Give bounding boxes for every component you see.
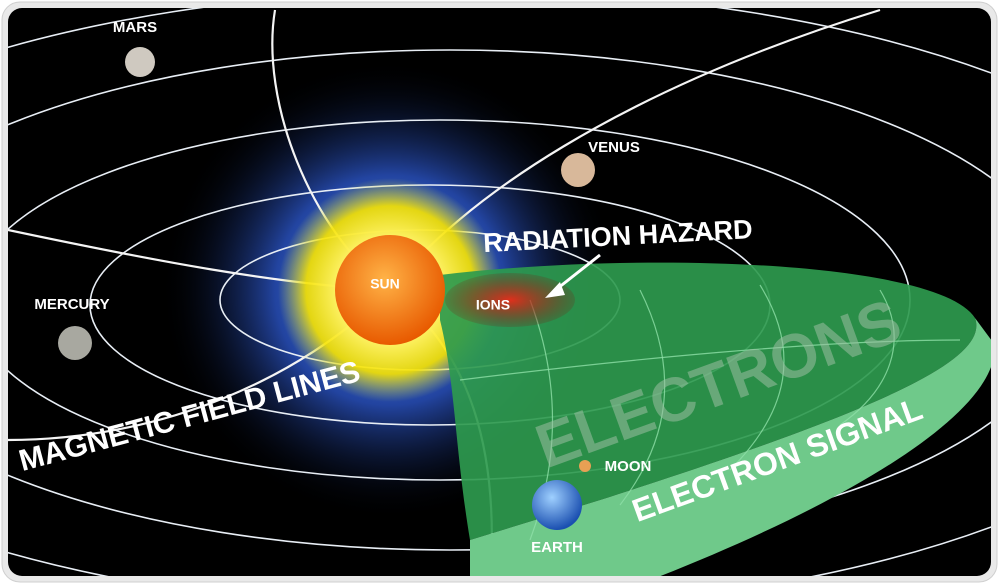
sun-label: SUN [370,276,400,292]
venus-planet [561,153,595,187]
diagram: MARS VENUS RADIATION HAZARD SUN IONS MER… [0,0,999,584]
earth-label: EARTH [531,539,583,556]
ions-label: IONS [476,297,510,313]
mars-label: MARS [113,19,157,36]
venus-label: VENUS [588,139,640,156]
illustration: MARS VENUS RADIATION HAZARD SUN IONS MER… [0,0,999,584]
mercury-label: MERCURY [34,296,109,313]
earth-planet [532,480,582,530]
mars-planet [125,47,155,77]
moon-label: MOON [605,458,652,475]
mercury-planet [58,326,92,360]
